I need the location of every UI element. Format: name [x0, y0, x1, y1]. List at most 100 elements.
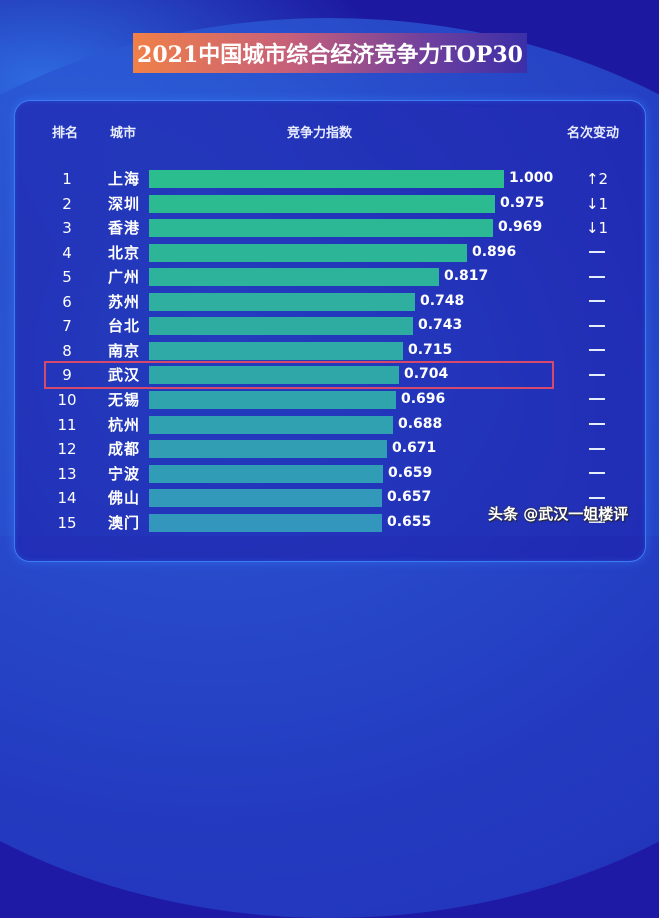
index-value: 0.655	[387, 513, 432, 530]
index-bar	[149, 464, 383, 483]
table-row: 5 广州 0.817	[0, 267, 659, 287]
no-change-dash	[575, 341, 619, 361]
city-name: 成都	[108, 440, 141, 459]
rank-down-change: ↓1	[585, 219, 609, 238]
index-bar	[149, 243, 467, 262]
rank-number: 8	[62, 341, 72, 360]
dash-icon	[589, 521, 605, 524]
table-row: 6 苏州 0.748	[0, 292, 659, 312]
index-value: 0.748	[420, 292, 465, 309]
no-change-dash	[575, 439, 619, 459]
index-value: 0.743	[418, 317, 463, 334]
index-value: 0.671	[392, 440, 437, 457]
table-row: 11 杭州 0.688	[0, 415, 659, 435]
index-value: 0.896	[472, 243, 517, 260]
no-change-dash	[575, 513, 619, 533]
city-name: 北京	[108, 243, 141, 262]
city-name: 苏州	[108, 292, 141, 311]
dash-icon	[589, 324, 605, 327]
rank-number: 15	[57, 513, 77, 532]
index-value: 0.704	[404, 366, 449, 383]
index-bar	[149, 219, 493, 238]
table-row: 7 台北 0.743	[0, 316, 659, 336]
rank-number: 6	[62, 292, 72, 311]
table-row: 8 南京 0.715	[0, 341, 659, 361]
index-bar	[149, 317, 413, 336]
city-name: 南京	[108, 341, 141, 360]
no-change-dash	[575, 292, 619, 312]
rank-number: 13	[57, 464, 77, 483]
city-name: 无锡	[108, 390, 141, 409]
wuhan-highlight-box	[44, 361, 554, 389]
no-change-dash	[575, 464, 619, 484]
index-bar	[149, 292, 415, 311]
rank-number: 14	[57, 489, 77, 508]
no-change-dash	[575, 316, 619, 336]
index-bar	[149, 513, 382, 532]
no-change-dash	[575, 267, 619, 287]
index-bar	[149, 341, 403, 360]
index-value: 0.969	[498, 219, 543, 236]
city-name: 武汉	[108, 366, 141, 385]
dash-icon	[589, 275, 605, 278]
rank-number: 1	[62, 170, 72, 188]
index-bar	[149, 489, 382, 508]
header-index: 竞争力指数	[287, 126, 353, 141]
rank-number: 12	[57, 440, 77, 459]
city-name: 广州	[108, 268, 141, 287]
city-name: 宁波	[108, 464, 141, 483]
index-value: 0.975	[500, 194, 545, 211]
city-name: 台北	[108, 317, 141, 336]
index-value: 0.659	[388, 464, 433, 481]
watermark: 头条 @武汉一姐楼评	[488, 503, 628, 524]
dash-icon	[589, 398, 605, 401]
table-row: 14 佛山 0.657	[0, 488, 659, 508]
header-rank: 排名	[52, 126, 79, 141]
city-name: 香港	[108, 219, 141, 238]
rank-number: 7	[62, 317, 72, 336]
table-row: 10 无锡 0.696	[0, 390, 659, 410]
city-name: 深圳	[108, 194, 141, 213]
rank-number: 5	[62, 268, 72, 287]
no-change-dash	[575, 365, 619, 385]
index-bar	[149, 170, 504, 188]
dash-icon	[589, 300, 605, 303]
index-value: 0.688	[398, 415, 443, 432]
index-value: 0.696	[401, 390, 446, 407]
dash-icon	[589, 251, 605, 254]
dash-icon	[589, 423, 605, 425]
header-city: 城市	[110, 126, 137, 141]
dash-icon	[589, 373, 605, 376]
index-bar	[149, 390, 396, 409]
dash-icon	[589, 349, 605, 352]
index-value: 0.817	[444, 268, 489, 285]
table-row: 13 宁波 0.659	[0, 464, 659, 484]
city-name: 上海	[108, 170, 141, 188]
city-name: 佛山	[108, 489, 141, 508]
rank-number: 9	[62, 366, 72, 385]
table-row: 3 香港 0.969 ↓1	[0, 218, 659, 238]
rank-number: 10	[57, 390, 77, 409]
no-change-dash	[575, 390, 619, 410]
city-name: 澳门	[108, 513, 141, 532]
table-row: 1 上海 1.000 ↑2	[0, 169, 659, 189]
rank-number: 3	[62, 219, 72, 238]
rank-down-change: ↓1	[585, 194, 609, 213]
no-change-dash	[575, 243, 619, 263]
dash-icon	[589, 496, 605, 499]
no-change-dash	[575, 488, 619, 508]
rank-up-change: ↑2	[585, 170, 609, 188]
city-name: 杭州	[108, 415, 141, 434]
index-bar	[149, 194, 495, 213]
index-bar	[149, 440, 387, 459]
table-row: 15 澳门 0.655	[0, 513, 659, 533]
title-banner: 2021中国城市综合经济竞争力TOP30	[133, 33, 527, 73]
dash-icon	[589, 472, 605, 475]
index-bar	[149, 366, 399, 385]
index-bar	[149, 268, 439, 287]
rank-number: 4	[62, 243, 72, 262]
table-row: 2 深圳 0.975 ↓1	[0, 194, 659, 214]
table-row: 9 武汉 0.704	[0, 365, 659, 385]
index-value: 1.000	[509, 170, 554, 186]
index-bar	[149, 415, 393, 434]
